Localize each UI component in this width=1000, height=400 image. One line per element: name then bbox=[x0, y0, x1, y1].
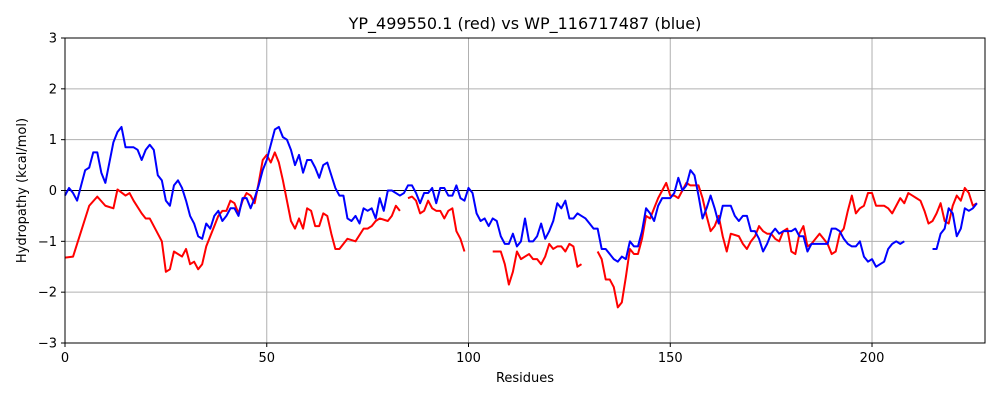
y-tick-label: 0 bbox=[49, 184, 57, 199]
x-axis-label: Residues bbox=[496, 371, 554, 386]
x-tick-label: 0 bbox=[61, 351, 69, 366]
x-tick-label: 200 bbox=[860, 351, 885, 366]
y-tick-label: −1 bbox=[38, 235, 57, 250]
x-tick-label: 150 bbox=[658, 351, 683, 366]
red-series-line bbox=[596, 181, 978, 309]
x-tick-label: 100 bbox=[456, 351, 481, 366]
series-group bbox=[64, 125, 978, 309]
y-tick-label: 2 bbox=[49, 82, 57, 97]
blue-series-line bbox=[932, 202, 978, 250]
x-tick-label: 50 bbox=[258, 351, 275, 366]
y-tick-label: −3 bbox=[38, 337, 57, 352]
chart-title: YP_499550.1 (red) vs WP_116717487 (blue) bbox=[348, 14, 702, 34]
y-axis-ticks: −3 −2 −1 0 1 2 3 bbox=[38, 32, 65, 352]
x-axis-ticks: 0 50 100 150 200 bbox=[61, 343, 885, 366]
red-series-line bbox=[492, 242, 583, 286]
red-series-line bbox=[407, 195, 466, 252]
red-series-line bbox=[64, 151, 401, 273]
y-tick-label: 3 bbox=[49, 32, 57, 47]
y-tick-label: −2 bbox=[38, 286, 57, 301]
y-axis-label: Hydropathy (kcal/mol) bbox=[15, 118, 30, 263]
y-tick-label: 1 bbox=[49, 133, 57, 148]
blue-series-line bbox=[64, 125, 905, 268]
